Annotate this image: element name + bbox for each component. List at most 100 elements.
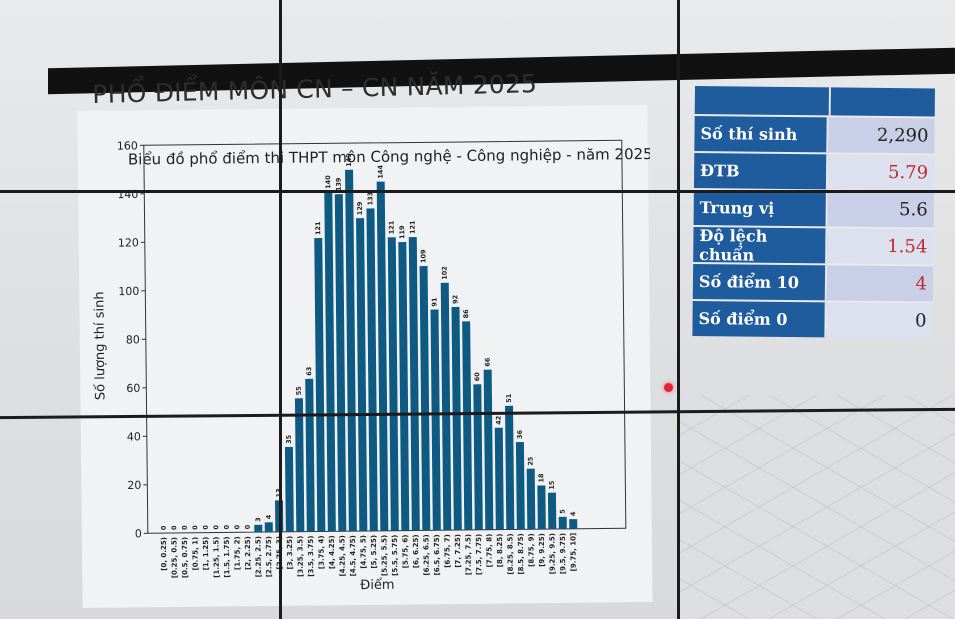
- histogram-bar: [558, 516, 567, 529]
- histogram-bar: [305, 378, 315, 532]
- x-tick-label: [6.75, 7): [443, 534, 451, 568]
- bar-data-label: 3: [254, 517, 262, 522]
- bar-data-label: 140: [324, 175, 332, 189]
- bar-data-label: 0: [191, 525, 199, 530]
- x-tick-label: [5.75, 6): [401, 535, 409, 569]
- x-tick-label: [9.5, 9.75): [559, 533, 567, 574]
- y-tick-label: 80: [126, 333, 140, 346]
- x-tick-label: [0, 0.25): [160, 537, 168, 571]
- bar-data-label: 133: [366, 192, 374, 206]
- bar-data-label: 4: [265, 514, 273, 519]
- bar-data-label: 42: [495, 416, 503, 425]
- laser-pointer-dot: [664, 383, 673, 392]
- x-tick-label: [2, 2.25): [244, 536, 252, 570]
- x-tick-label: [0.25, 0.5): [170, 537, 178, 578]
- bar-data-label: 5: [559, 509, 567, 514]
- bar-data-label: 63: [305, 367, 313, 376]
- x-tick-label: [0.5, 0.75): [181, 537, 189, 578]
- bar-data-label: 13: [275, 488, 283, 497]
- histogram-bar: [483, 369, 494, 530]
- x-tick-label: [8.25, 8.5): [506, 533, 514, 574]
- x-tick-label: [8, 8.25): [496, 534, 504, 568]
- y-tick-label: 40: [127, 430, 141, 443]
- x-tick-label: [2.5, 2.75): [265, 536, 273, 577]
- x-tick-label: [2.25, 2.5): [254, 536, 262, 577]
- x-tick-label: [4.25, 4.5): [338, 535, 346, 576]
- stats-row-value: 0: [826, 302, 933, 339]
- bar-data-label: 129: [356, 201, 364, 215]
- bar-data-label: 51: [505, 393, 513, 403]
- x-tick-label: [3.5, 3.75): [307, 536, 315, 577]
- x-tick-label: [5.25, 5.5): [380, 535, 388, 576]
- bar-data-label: 36: [516, 430, 524, 440]
- x-tick-label: [3, 3.25): [286, 536, 294, 570]
- stats-row-label: Số điểm 10: [692, 263, 828, 301]
- stats-row: Độ lệch chuẩn 1.54: [693, 224, 934, 265]
- bezel-horizontal-top: [0, 190, 955, 193]
- x-tick-label: [4, 4.25): [328, 535, 336, 569]
- bezel-vertical-left: [279, 0, 282, 619]
- x-tick-label: [1.75, 2): [233, 536, 241, 570]
- bar-data-label: 91: [430, 297, 438, 307]
- stats-row-value: 5.79: [827, 154, 935, 191]
- bar-data-label: 0: [244, 524, 252, 529]
- bar-data-label: 144: [376, 165, 384, 179]
- x-tick-label: [8.75, 9): [527, 533, 535, 567]
- histogram-bar: [334, 194, 347, 532]
- histogram-bar: [547, 492, 557, 530]
- y-tick-label: 60: [126, 382, 140, 395]
- histogram-bar: [398, 241, 410, 531]
- bar-data-label: 66: [484, 357, 492, 367]
- bar-data-label: 25: [527, 456, 535, 466]
- histogram-bar: [537, 485, 546, 530]
- histogram-bar: [314, 238, 326, 532]
- histogram-bar: [345, 169, 357, 532]
- stats-table-header: [694, 86, 935, 117]
- x-axis: [0, 0.25) [0.25, 0.5) [0.5, 0.75) [0.75, 1)…: [160, 533, 578, 578]
- stats-header-cell-left: [694, 86, 831, 116]
- stats-row-value: 4: [826, 265, 934, 302]
- x-tick-label: [6.5, 6.75): [433, 534, 441, 575]
- histogram-bar: [356, 218, 368, 532]
- stats-row-label: Độ lệch chuẩn: [693, 226, 828, 264]
- histogram-bar: [440, 282, 452, 531]
- stats-row: Trung vị 5.6: [693, 187, 934, 228]
- bar-data-label: 0: [170, 525, 178, 530]
- y-tick-label: 20: [127, 479, 141, 492]
- stats-row-value: 5.6: [827, 191, 934, 228]
- x-tick-label: [7.5, 7.75): [475, 534, 483, 575]
- bar-data-label: 0: [181, 525, 189, 530]
- histogram-bar: [515, 442, 525, 530]
- bar-data-label: 0: [233, 524, 241, 529]
- x-tick-label: [1, 1.25): [202, 537, 210, 571]
- y-tick-label: 120: [118, 236, 139, 249]
- histogram-chart: Biểu đồ phổ điểm thi THPT môn Công nghệ …: [92, 139, 650, 593]
- stats-row: ĐTB 5.79: [693, 150, 935, 191]
- bar-data-label: 0: [223, 524, 231, 529]
- bar-data-label: 0: [202, 525, 210, 530]
- stats-row-label: ĐTB: [693, 152, 829, 190]
- x-tick-label: [9, 9.25): [538, 533, 546, 567]
- bar-data-label: 4: [569, 511, 577, 516]
- bar-data-label: 92: [451, 295, 459, 304]
- x-tick-label: [5.5, 5.75): [391, 535, 399, 576]
- x-tick-label: [5, 5.25): [370, 535, 378, 569]
- x-tick-label: [1.5, 1.75): [223, 536, 231, 577]
- y-tick-label: 100: [118, 285, 139, 298]
- x-axis-label: Điểm: [360, 578, 395, 593]
- x-tick-label: [7, 7.25): [454, 534, 462, 568]
- histogram-bar: [462, 321, 473, 530]
- histogram-bar: [526, 468, 536, 530]
- stats-row-label: Trung vị: [693, 189, 828, 227]
- stats-table: Số thí sinh 2,290 ĐTB 5.79 Trung vị 5.6 Độ lệc…: [692, 86, 935, 339]
- stats-row-label: Số điểm 0: [692, 300, 827, 338]
- histogram-bar: [473, 384, 483, 530]
- chart-title: Biểu đồ phổ điểm thi THPT môn Công nghệ …: [128, 145, 650, 168]
- bar-data-label: 121: [388, 220, 396, 234]
- histogram-bar: [254, 524, 263, 533]
- histogram-bar: [408, 237, 420, 531]
- x-tick-label: [4.75, 5): [359, 535, 367, 569]
- stats-row: Số điểm 10 4: [692, 261, 934, 302]
- histogram-bar: [494, 427, 504, 530]
